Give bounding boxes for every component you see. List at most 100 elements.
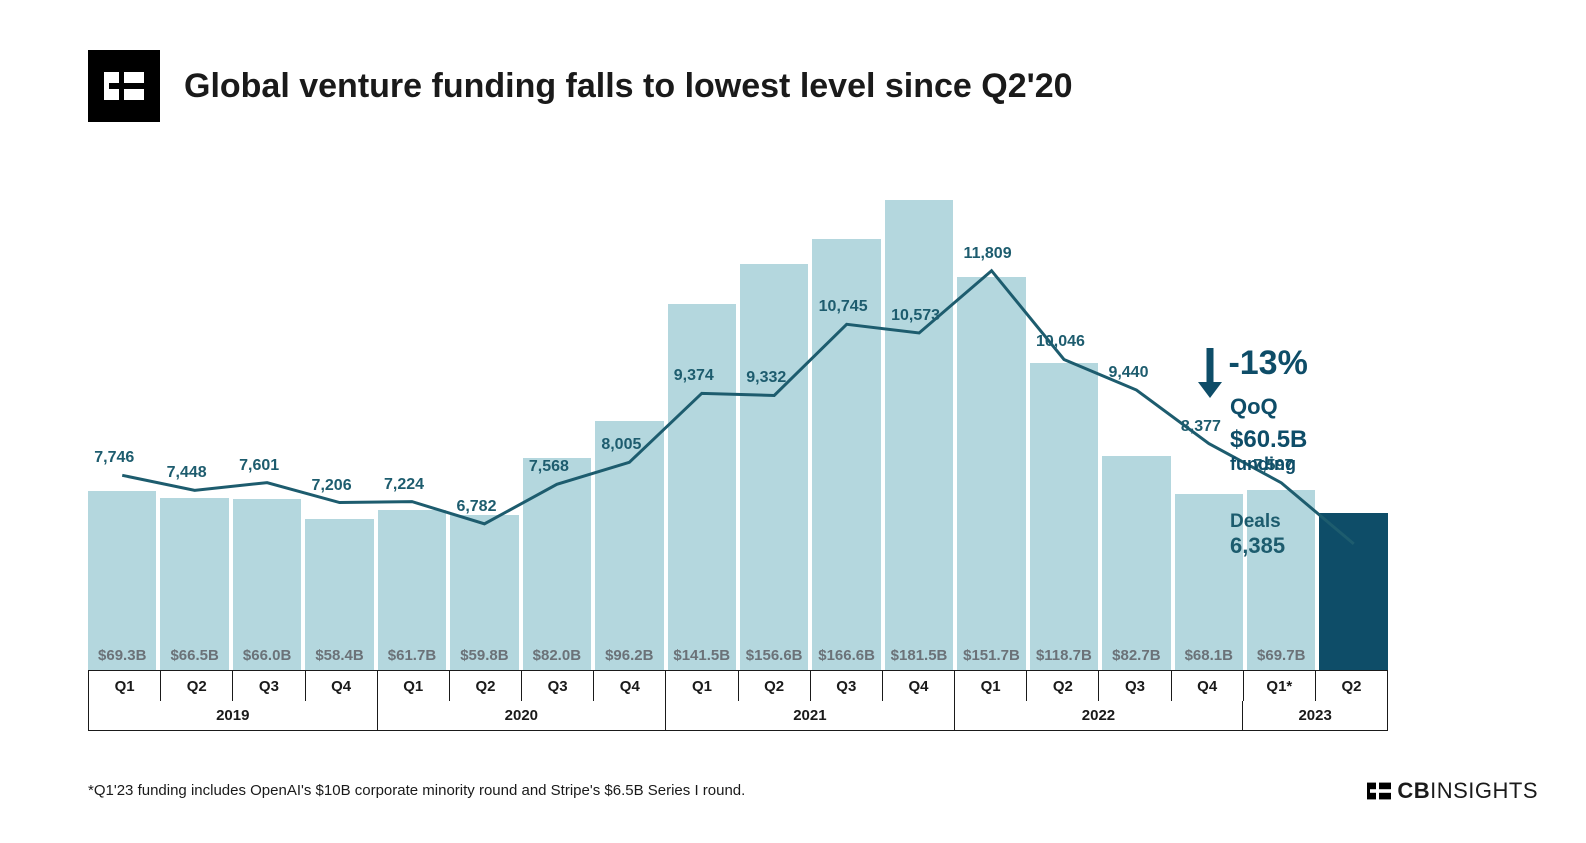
footer-brand: CBINSIGHTS: [1367, 778, 1538, 804]
bar-wrap: $118.7B: [1030, 200, 1098, 670]
chart-title: Global venture funding falls to lowest l…: [184, 67, 1073, 106]
bar-wrap: $181.5B: [885, 200, 953, 670]
funding-bar: $58.4B: [305, 519, 373, 670]
bar-value-label: $156.6B: [740, 647, 808, 664]
axis-quarter-label: Q2: [739, 671, 811, 701]
bar-wrap: $82.0B: [523, 200, 591, 670]
bar-wrap: $58.4B: [305, 200, 373, 670]
bar-wrap: $59.8B: [450, 200, 518, 670]
axis-quarter-label: Q3: [811, 671, 883, 701]
bar-wrap: $141.5B: [668, 200, 736, 670]
cbinsights-logo-icon: [88, 50, 160, 122]
axis-year-label: 2023: [1243, 701, 1388, 731]
axis-year-label: 2019: [88, 701, 378, 731]
axis-quarter-label: Q2: [161, 671, 233, 701]
bar-value-label: $68.1B: [1175, 647, 1243, 664]
bar-value-label: $166.6B: [812, 647, 880, 664]
axis-year-row: 20192020202120222023: [88, 701, 1388, 731]
axis-year-label: 2022: [955, 701, 1244, 731]
axis-quarter-label: Q3: [522, 671, 594, 701]
deals-label: 8,005: [601, 436, 641, 454]
bar-value-label: $66.5B: [160, 647, 228, 664]
x-axis: Q1Q2Q3Q4Q1Q2Q3Q4Q1Q2Q3Q4Q1Q2Q3Q4Q1*Q2 20…: [88, 670, 1388, 731]
deals-label: 7,746: [94, 449, 134, 467]
deals-label: 7,601: [239, 457, 279, 475]
footer-brand-text: CBINSIGHTS: [1397, 778, 1538, 804]
deals-label: 7,448: [167, 464, 207, 482]
callout-funding-label: funding: [1230, 454, 1356, 475]
funding-bar: $96.2B: [595, 421, 663, 670]
bar-value-label: $69.7B: [1247, 647, 1315, 664]
axis-quarter-label: Q2: [1027, 671, 1099, 701]
callout-funding-value: $60.5B: [1230, 426, 1356, 454]
axis-quarter-label: Q1: [666, 671, 738, 701]
deals-label: 7,206: [312, 477, 352, 495]
axis-quarter-label: Q2: [450, 671, 522, 701]
deals-label: 9,332: [746, 369, 786, 387]
funding-bar: $151.7B: [957, 277, 1025, 670]
bar-wrap: $61.7B: [378, 200, 446, 670]
bar-wrap: $82.7B: [1102, 200, 1170, 670]
callout-deals-label: Deals: [1230, 511, 1356, 533]
footnote: *Q1'23 funding includes OpenAI's $10B co…: [88, 782, 745, 799]
callout-pct: -13%: [1228, 344, 1307, 382]
axis-quarter-label: Q3: [1099, 671, 1171, 701]
funding-bar: $61.7B: [378, 510, 446, 670]
chart-header: Global venture funding falls to lowest l…: [0, 0, 1586, 122]
cbinsights-small-icon: [1367, 782, 1391, 800]
bar-wrap: $66.0B: [233, 200, 301, 670]
deals-label: 9,374: [674, 367, 714, 385]
deals-label: 7,568: [529, 458, 569, 476]
bar-wrap: $66.5B: [160, 200, 228, 670]
callout-box: -13% QoQ $60.5B funding Deals 6,385: [1196, 344, 1356, 559]
funding-bar: $141.5B: [668, 304, 736, 670]
bar-value-label: $69.3B: [88, 647, 156, 664]
down-arrow-icon: [1196, 344, 1224, 398]
axis-quarter-label: Q1*: [1244, 671, 1316, 701]
bar-value-label: $58.4B: [305, 647, 373, 664]
bar-wrap: $166.6B: [812, 200, 880, 670]
callout-deals-value: 6,385: [1230, 533, 1356, 559]
axis-quarter-label: Q2: [1316, 671, 1388, 701]
funding-bar: $118.7B: [1030, 363, 1098, 670]
bar-wrap: $151.7B: [957, 200, 1025, 670]
funding-bar: $66.0B: [233, 499, 301, 670]
bar-value-label: $66.0B: [233, 647, 301, 664]
bar-value-label: $181.5B: [885, 647, 953, 664]
axis-year-label: 2021: [666, 701, 955, 731]
deals-label: 6,782: [456, 498, 496, 516]
bar-value-label: $59.8B: [450, 647, 518, 664]
funding-bar: $66.5B: [160, 498, 228, 670]
axis-quarter-label: Q4: [883, 671, 955, 701]
funding-bar: $156.6B: [740, 264, 808, 670]
funding-bar: $59.8B: [450, 515, 518, 670]
axis-quarter-row: Q1Q2Q3Q4Q1Q2Q3Q4Q1Q2Q3Q4Q1Q2Q3Q4Q1*Q2: [88, 671, 1388, 701]
bar-wrap: $156.6B: [740, 200, 808, 670]
bar-value-label: $151.7B: [957, 647, 1025, 664]
deals-label: 9,440: [1108, 364, 1148, 382]
axis-quarter-label: Q1: [955, 671, 1027, 701]
chart-plot-area: $69.3B$66.5B $66.0B$58.4B $61.7B$59.8B $82.…: [88, 200, 1388, 670]
deals-label: 11,809: [964, 245, 1012, 263]
axis-quarter-label: Q3: [233, 671, 305, 701]
axis-quarter-label: Q4: [1172, 671, 1244, 701]
deals-label: 10,745: [819, 298, 868, 316]
bar-value-label: $61.7B: [378, 647, 446, 664]
axis-year-label: 2020: [378, 701, 667, 731]
bar-wrap: $69.3B: [88, 200, 156, 670]
deals-label: 10,046: [1036, 333, 1085, 351]
axis-quarter-label: Q1: [88, 671, 161, 701]
bar-value-label: $82.0B: [523, 647, 591, 664]
funding-bar: $82.0B: [523, 458, 591, 670]
axis-quarter-label: Q4: [594, 671, 666, 701]
funding-bar: $181.5B: [885, 200, 953, 670]
bar-value-label: $96.2B: [595, 647, 663, 664]
funding-bar: $82.7B: [1102, 456, 1170, 670]
bar-value-label: $82.7B: [1102, 647, 1170, 664]
deals-label: 10,573: [891, 307, 940, 325]
funding-bar: $69.3B: [88, 491, 156, 670]
bar-wrap: $96.2B: [595, 200, 663, 670]
bar-value-label: $118.7B: [1030, 647, 1098, 664]
axis-quarter-label: Q4: [306, 671, 378, 701]
axis-quarter-label: Q1: [378, 671, 450, 701]
